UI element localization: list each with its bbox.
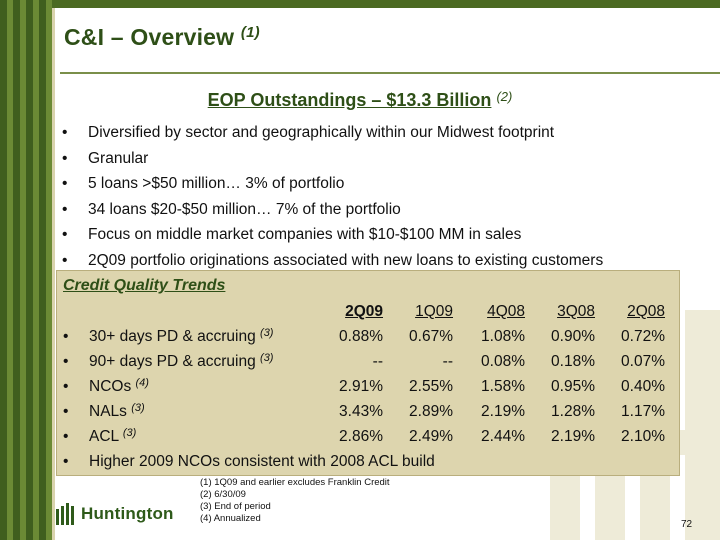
row-label-text: 90+ days PD & accruing bbox=[89, 353, 256, 370]
row-label: • NALs (3) bbox=[63, 402, 145, 421]
table-row: • 90+ days PD & accruing (3) -- -- 0.08% … bbox=[63, 352, 673, 377]
huntington-logo: Huntington bbox=[56, 502, 174, 526]
column-header: 3Q08 bbox=[557, 303, 595, 320]
footnote: (2) 6/30/09 bbox=[200, 489, 246, 500]
row-label-text: 30+ days PD & accruing bbox=[89, 328, 256, 345]
table-row: • 30+ days PD & accruing (3) 0.88% 0.67% … bbox=[63, 327, 673, 352]
table-cell: 2.89% bbox=[409, 403, 453, 420]
table-cell: -- bbox=[442, 353, 453, 370]
bullet-text: Diversified by sector and geographically… bbox=[88, 124, 555, 141]
row-footnote-ref: (3) bbox=[131, 402, 145, 414]
overview-bullet-list: • Diversified by sector and geographicall… bbox=[62, 124, 603, 277]
subtitle-footnote-ref: (2) bbox=[496, 89, 513, 104]
bullet-icon: • bbox=[62, 175, 68, 192]
row-footnote-ref: (3) bbox=[122, 427, 137, 439]
bullet-text: Granular bbox=[88, 149, 149, 167]
row-footnote-ref: (3) bbox=[260, 352, 274, 364]
bullet-item: • 5 loans >$50 million… 3% of portfolio bbox=[62, 175, 603, 201]
table-cell: 2.10% bbox=[621, 428, 665, 445]
bullet-text: 34 loans $20-$50 million… 7% of the port… bbox=[88, 200, 401, 218]
footnotes: (1) 1Q09 and earlier excludes Franklin C… bbox=[200, 477, 390, 525]
table-cell: 0.40% bbox=[621, 378, 665, 395]
stripe-edge bbox=[52, 8, 55, 540]
row-label-text: ACL bbox=[89, 428, 119, 445]
bullet-item: • 2Q09 portfolio originations associated … bbox=[62, 252, 603, 278]
bullet-icon: • bbox=[63, 353, 69, 370]
table-cell: 1.28% bbox=[551, 403, 595, 420]
table-cell: 0.88% bbox=[339, 328, 383, 345]
column-header: 4Q08 bbox=[487, 303, 525, 320]
row-footnote-ref: (4) bbox=[135, 377, 149, 389]
bullet-icon: • bbox=[62, 149, 68, 167]
row-label: • 30+ days PD & accruing (3) bbox=[63, 327, 274, 346]
credit-quality-heading: Credit Quality Trends bbox=[63, 277, 226, 294]
title-text: C&I – Overview bbox=[64, 24, 235, 50]
table-cell: 1.17% bbox=[621, 403, 665, 420]
bullet-icon: • bbox=[63, 428, 69, 445]
bullet-icon: • bbox=[63, 378, 69, 395]
row-label-text: NCOs bbox=[89, 378, 132, 395]
subtitle-text: EOP Outstandings – $13.3 Billion bbox=[207, 90, 492, 110]
table-cell: 0.18% bbox=[551, 353, 595, 370]
row-label: • 90+ days PD & accruing (3) bbox=[63, 352, 274, 371]
column-header: 2Q09 bbox=[345, 303, 383, 320]
bullet-icon: • bbox=[62, 226, 68, 243]
title-footnote-ref: (1) bbox=[240, 24, 260, 41]
table-cell: 2.19% bbox=[481, 403, 525, 420]
bullet-text: 5 loans >$50 million… 3% of portfolio bbox=[88, 175, 345, 192]
table-cell: 1.08% bbox=[481, 328, 525, 345]
table-cell: 2.44% bbox=[481, 428, 525, 445]
bullet-icon: • bbox=[62, 124, 68, 141]
closing-bullet-text: Higher 2009 NCOs consistent with 2008 AC… bbox=[89, 453, 435, 470]
bullet-item: • Granular bbox=[62, 150, 603, 176]
footnote: (1) 1Q09 and earlier excludes Franklin C… bbox=[200, 477, 390, 488]
subtitle: EOP Outstandings – $13.3 Billion (2) bbox=[0, 89, 720, 111]
table-cell: 1.58% bbox=[481, 378, 525, 395]
table-cell: 2.19% bbox=[551, 428, 595, 445]
bullet-icon: • bbox=[63, 328, 69, 345]
footnote: (4) Annualized bbox=[200, 513, 261, 524]
bullet-item: • 34 loans $20-$50 million… 7% of the por… bbox=[62, 201, 603, 227]
top-bar bbox=[52, 0, 720, 8]
slide-title: C&I – Overview (1) bbox=[64, 24, 260, 51]
row-label: • ACL (3) bbox=[63, 427, 137, 446]
page-number: 72 bbox=[681, 519, 693, 530]
table-row: • ACL (3) 2.86% 2.49% 2.44% 2.19% 2.10% bbox=[63, 427, 673, 452]
bullet-icon: • bbox=[63, 453, 69, 470]
left-stripe-band bbox=[0, 0, 52, 540]
logo-text: Huntington bbox=[81, 504, 174, 523]
row-label-text: NALs bbox=[89, 403, 127, 420]
column-header: 2Q08 bbox=[627, 303, 665, 320]
title-divider bbox=[60, 72, 720, 74]
credit-quality-box: Credit Quality Trends 2Q09 1Q09 4Q08 3Q0… bbox=[56, 270, 680, 476]
bullet-item: • Focus on middle market companies with $… bbox=[62, 226, 603, 252]
table-cell: 2.86% bbox=[339, 428, 383, 445]
bullet-text: Focus on middle market companies with $1… bbox=[88, 226, 522, 243]
bullet-text: 2Q09 portfolio originations associated w… bbox=[88, 251, 604, 269]
table-header-row: 2Q09 1Q09 4Q08 3Q08 2Q08 bbox=[63, 303, 673, 327]
footnote: (3) End of period bbox=[200, 501, 271, 512]
huntington-logo-icon bbox=[56, 503, 76, 525]
closing-bullet: • Higher 2009 NCOs consistent with 2008 A… bbox=[63, 453, 435, 471]
table-cell: 0.07% bbox=[621, 353, 665, 370]
row-label: • NCOs (4) bbox=[63, 377, 149, 396]
bullet-item: • Diversified by sector and geographicall… bbox=[62, 124, 603, 150]
table-cell: 3.43% bbox=[339, 403, 383, 420]
bullet-icon: • bbox=[62, 200, 68, 218]
table-cell: 2.55% bbox=[409, 378, 453, 395]
bullet-icon: • bbox=[63, 403, 69, 420]
table-cell: 2.91% bbox=[339, 378, 383, 395]
bullet-icon: • bbox=[62, 251, 68, 269]
table-cell: 0.67% bbox=[409, 328, 453, 345]
table-row: • NCOs (4) 2.91% 2.55% 1.58% 0.95% 0.40% bbox=[63, 377, 673, 402]
table-row: • NALs (3) 3.43% 2.89% 2.19% 1.28% 1.17% bbox=[63, 402, 673, 427]
table-cell: -- bbox=[372, 353, 383, 370]
table-cell: 0.90% bbox=[551, 328, 595, 345]
table-cell: 0.95% bbox=[551, 378, 595, 395]
column-header: 1Q09 bbox=[415, 303, 453, 320]
row-footnote-ref: (3) bbox=[260, 327, 274, 339]
table-cell: 0.08% bbox=[481, 353, 525, 370]
table-cell: 0.72% bbox=[621, 328, 665, 345]
table-cell: 2.49% bbox=[409, 428, 453, 445]
